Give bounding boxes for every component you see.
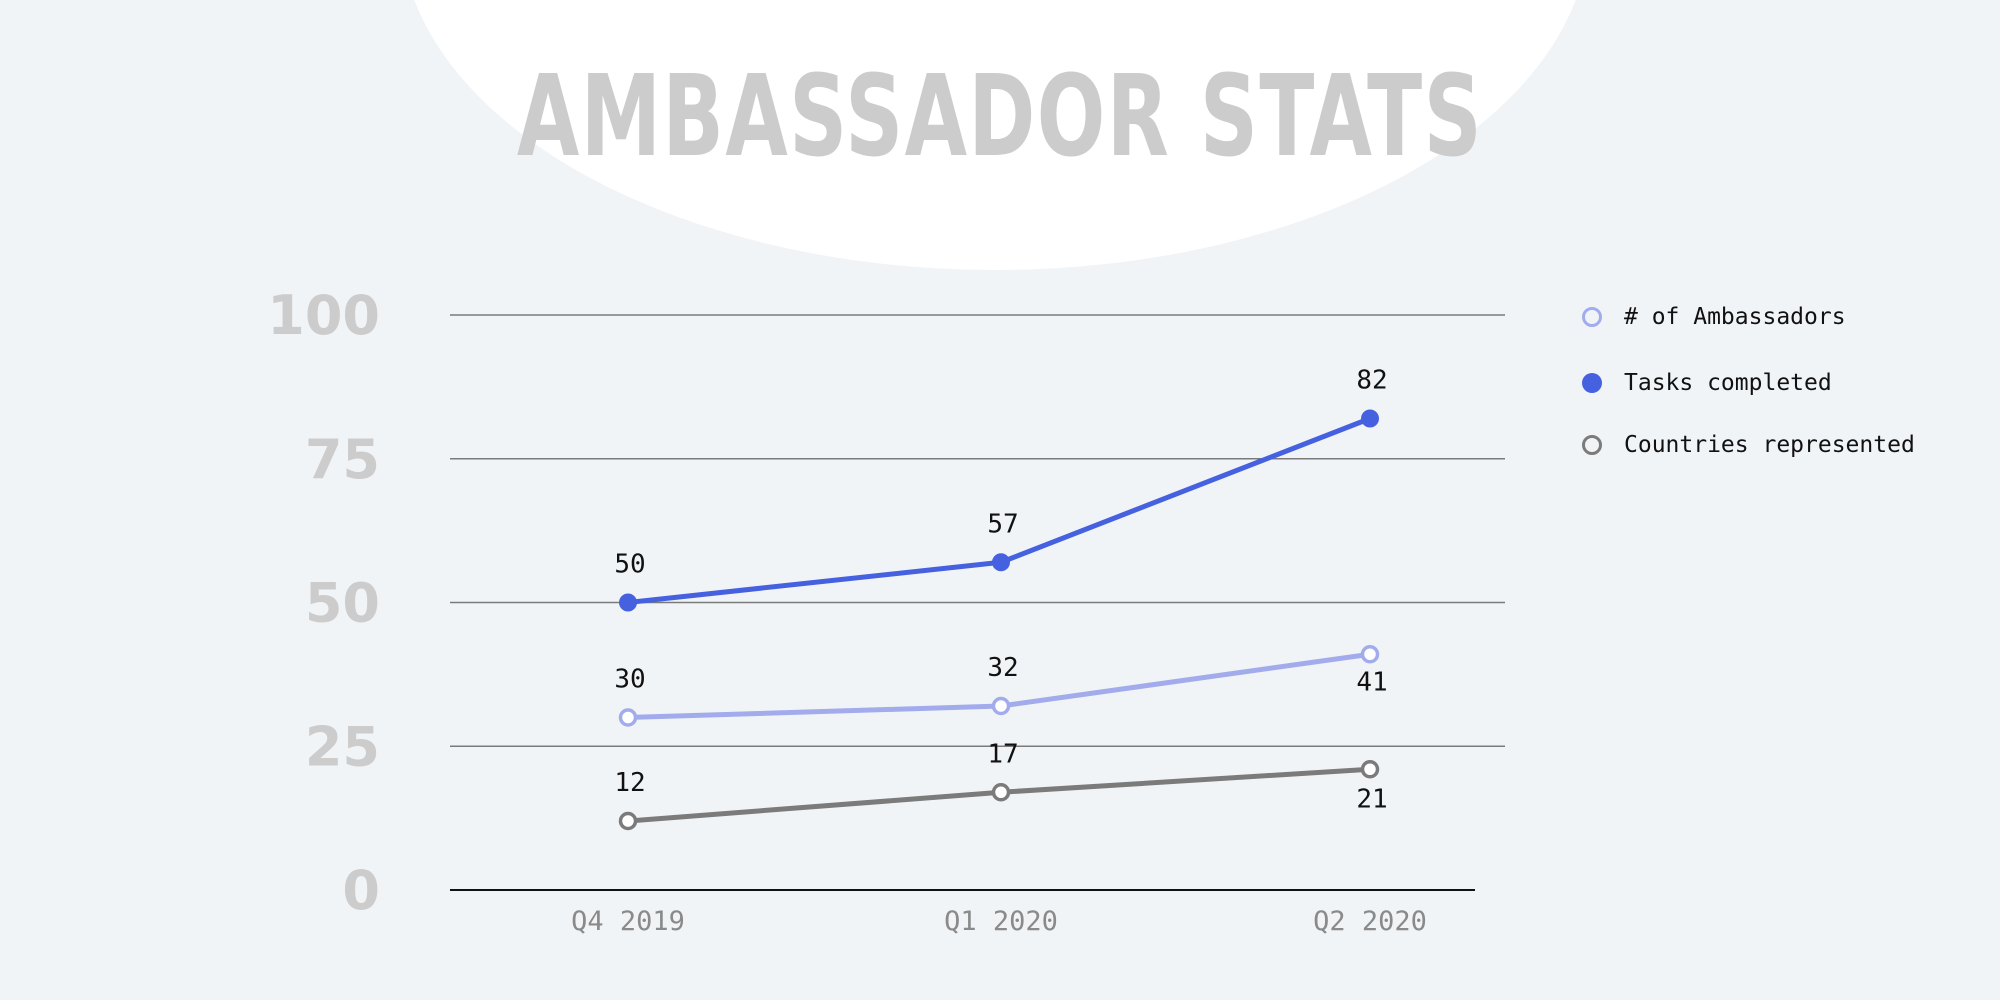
x-axis: Q4 2019 Q1 2020 Q2 2020: [450, 889, 1475, 937]
data-label: 50: [614, 550, 645, 580]
data-point: [991, 783, 1011, 802]
data-label: 32: [987, 653, 1018, 683]
legend-label: Countries represented: [1624, 432, 1915, 458]
data-label: 57: [987, 509, 1018, 539]
legend: # of Ambassadors Tasks completed Countri…: [1582, 300, 1915, 494]
data-point: [1361, 409, 1379, 428]
y-tick-label: 25: [305, 715, 380, 778]
y-axis: 0 25 50 75 100: [267, 284, 380, 922]
y-tick-label: 75: [305, 428, 380, 491]
y-tick-label: 100: [267, 284, 380, 347]
data-label: 12: [614, 768, 645, 798]
y-tick-label: 0: [342, 859, 380, 922]
legend-item-tasks: Tasks completed: [1582, 366, 1915, 400]
data-label: 82: [1356, 366, 1387, 396]
data-point: [1360, 645, 1380, 664]
grid-lines: [450, 314, 1505, 747]
legend-marker-filled-circle-icon: [1582, 373, 1602, 393]
x-tick-label: Q2 2020: [1313, 906, 1427, 937]
data-point: [619, 593, 637, 612]
data-label: 17: [987, 739, 1018, 769]
y-tick-label: 50: [305, 572, 380, 635]
legend-marker-hollow-circle-icon: [1582, 435, 1602, 455]
data-point: [991, 696, 1011, 716]
data-point: [992, 553, 1010, 572]
legend-label: Tasks completed: [1624, 370, 1832, 396]
data-label: 30: [614, 665, 645, 695]
data-label: 21: [1356, 784, 1387, 814]
series-points: [618, 409, 1380, 831]
data-labels: 30 32 41 50 57 82 12 17 21: [614, 366, 1387, 815]
x-tick-label: Q4 2019: [571, 906, 685, 937]
data-point: [1360, 760, 1380, 779]
data-point: [618, 811, 638, 831]
data-point: [618, 708, 638, 727]
legend-label: # of Ambassadors: [1624, 304, 1846, 330]
legend-item-countries: Countries represented: [1582, 428, 1915, 462]
legend-item-ambassadors: # of Ambassadors: [1582, 300, 1915, 334]
data-label: 41: [1356, 667, 1387, 697]
legend-marker-hollow-circle-icon: [1582, 307, 1602, 327]
x-tick-label: Q1 2020: [944, 906, 1058, 937]
chart-title: AMBASSADOR STATS: [516, 52, 1484, 182]
